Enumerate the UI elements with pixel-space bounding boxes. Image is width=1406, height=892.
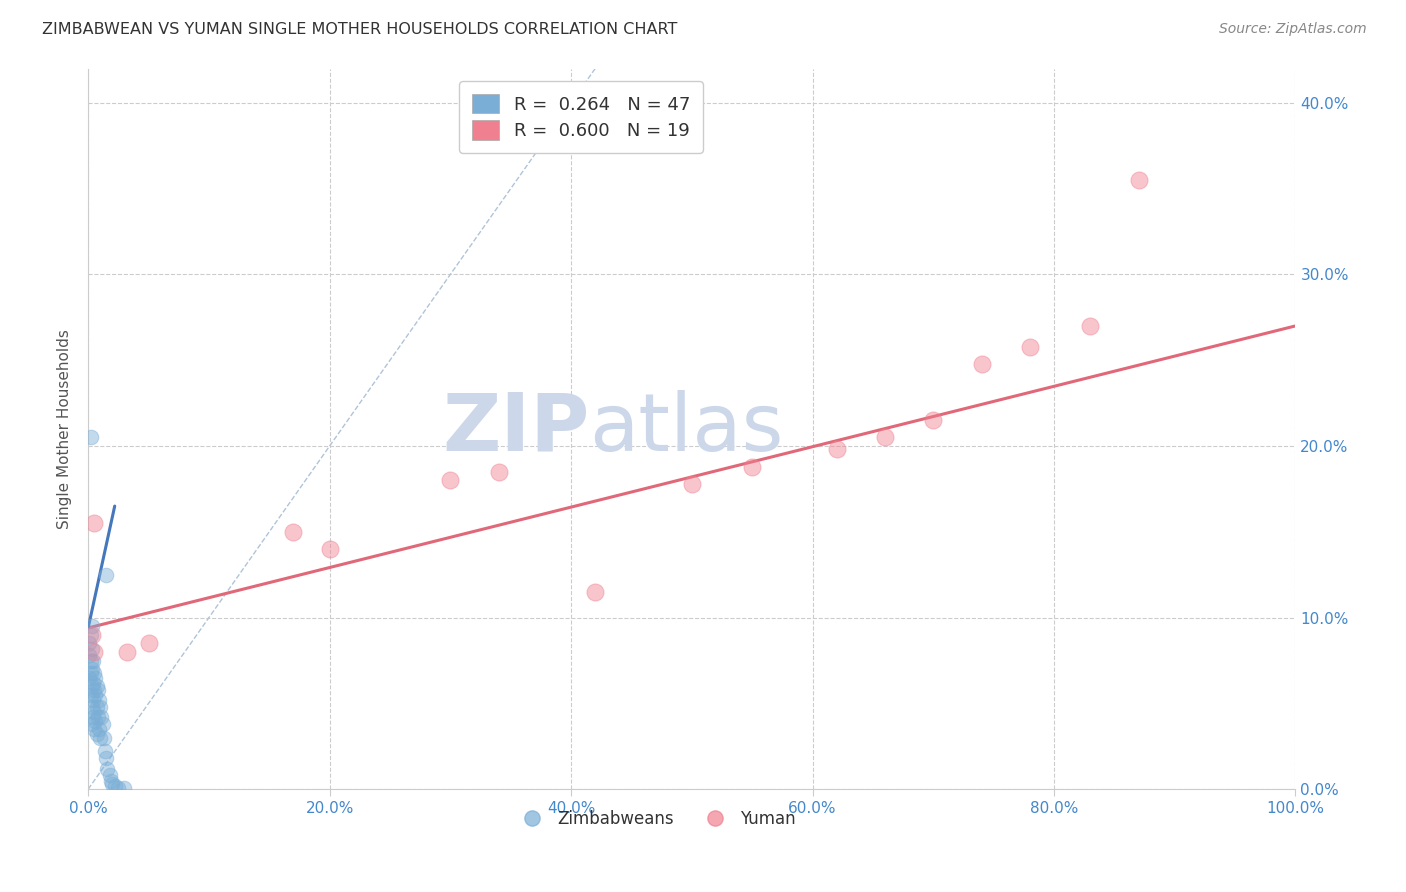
Legend: Zimbabweans, Yuman: Zimbabweans, Yuman [509,804,803,835]
Point [87,693,110,707]
Point [1018,339,1040,353]
Point [1128,173,1150,187]
Point [80,679,103,693]
Point [488,465,510,479]
Point [84,714,107,728]
Point [94,744,117,758]
Point [87,710,110,724]
Point [84,688,107,702]
Text: atlas: atlas [589,390,783,468]
Point [681,476,703,491]
Point [138,636,160,650]
Point [80,628,103,642]
Point [439,474,461,488]
Point [82,710,104,724]
Point [318,541,340,556]
Point [79,688,101,702]
Point [86,727,108,741]
Point [101,777,124,791]
Point [83,722,105,736]
Point [825,442,848,457]
Point [873,430,896,444]
Point [87,722,110,736]
Point [82,693,104,707]
Point [83,645,105,659]
Point [96,762,118,776]
Point [96,567,118,582]
Point [93,731,115,745]
Point [79,430,101,444]
Point [83,682,105,697]
Point [115,645,138,659]
Point [80,717,103,731]
Point [104,779,127,793]
Text: ZIMBABWEAN VS YUMAN SINGLE MOTHER HOUSEHOLDS CORRELATION CHART: ZIMBABWEAN VS YUMAN SINGLE MOTHER HOUSEH… [42,22,678,37]
Point [83,665,105,680]
Y-axis label: Single Mother Households: Single Mother Households [58,329,72,529]
Point [79,648,101,663]
Point [89,699,111,714]
Point [80,699,103,714]
Point [1078,318,1101,333]
Point [91,717,114,731]
Point [96,751,118,765]
Point [112,780,135,795]
Text: Source: ZipAtlas.com: Source: ZipAtlas.com [1219,22,1367,37]
Point [107,780,129,795]
Point [79,636,101,650]
Point [84,671,107,685]
Point [283,524,305,539]
Point [82,676,104,690]
Text: ZIP: ZIP [441,390,589,468]
Point [970,357,993,371]
Point [100,773,122,788]
Point [86,679,108,693]
Point [90,710,112,724]
Point [82,653,104,667]
Point [89,731,111,745]
Point [80,619,103,633]
Point [79,653,101,667]
Point [80,662,103,676]
Point [80,641,103,656]
Point [922,413,945,427]
Point [87,682,110,697]
Point [83,705,105,719]
Point [583,585,606,599]
Point [79,671,101,685]
Point [98,768,121,782]
Point [79,665,101,680]
Point [79,628,101,642]
Point [86,699,108,714]
Point [83,516,105,531]
Point [741,459,763,474]
